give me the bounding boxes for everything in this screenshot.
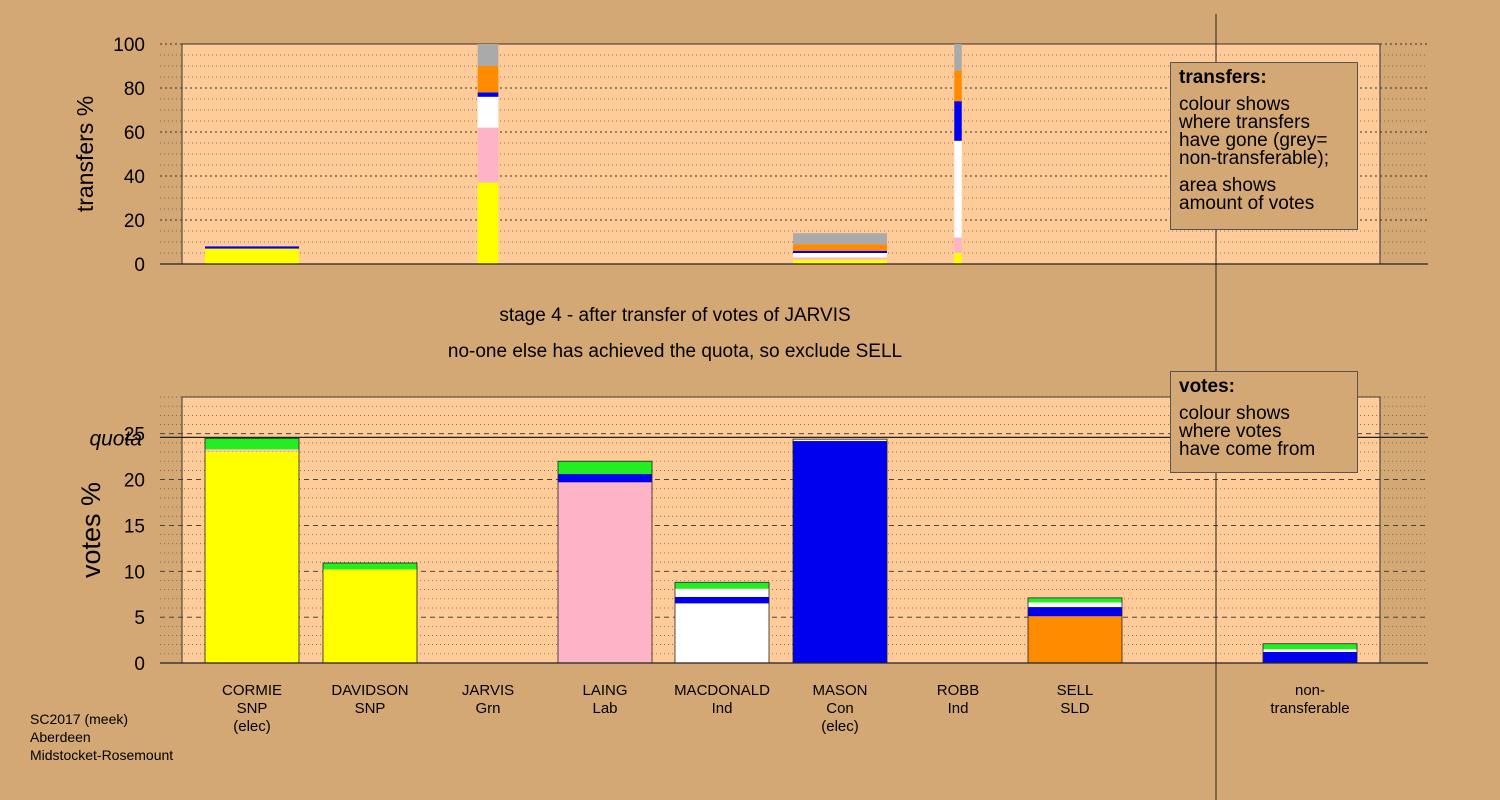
transfers-bar-segment-jarvis <box>477 66 499 93</box>
votes-legend-title: votes: <box>1179 376 1235 397</box>
transfers-bar-segment-robb <box>954 253 962 264</box>
candidate-label: MASON Con (elec) <box>780 682 900 736</box>
transfers-bar-segment-mason <box>793 233 887 245</box>
candidate-name: SELL <box>1056 682 1094 699</box>
candidate-party: SNP <box>354 700 386 717</box>
candidate-label: MACDONALD Ind <box>662 682 782 718</box>
transfers-axis-label: transfers % <box>72 96 98 212</box>
transfers-bar-segment-cormie <box>205 248 299 264</box>
transfers-bar-segment-robb <box>954 140 962 238</box>
candidate-name: LAING <box>582 682 628 699</box>
transfers-bar-segment-robb <box>954 101 962 141</box>
transfers-legend-text-2: area shows amount of votes <box>1179 175 1315 214</box>
candidate-note: (elec) <box>821 718 859 735</box>
votes-legend: votes: colour shows where votes have com… <box>1170 371 1358 473</box>
transfers-bar-segment-jarvis <box>477 182 499 264</box>
votes-tick-label: 10 <box>124 562 145 583</box>
quota-label: quota <box>89 427 142 450</box>
transfers-bar-segment-robb <box>954 237 962 253</box>
votes-tick-label: 25 <box>124 425 145 446</box>
transfers-tick-label: 0 <box>134 255 145 276</box>
votes-bar-segment-macdonald <box>675 582 769 589</box>
votes-bar-segment-laing <box>558 461 652 475</box>
candidate-name: MACDONALD <box>674 682 770 699</box>
transfers-bar-segment-mason <box>793 259 887 264</box>
stage-subtitle: no-one else has achieved the quota, so e… <box>447 341 903 362</box>
votes-bar-segment-davidson <box>323 569 417 586</box>
candidate-label: JARVIS Grn <box>428 682 548 718</box>
votes-axis-label: votes % <box>76 482 106 578</box>
candidate-name: MASON <box>812 682 868 699</box>
candidate-name: non- <box>1294 682 1326 699</box>
votes-bar-segment-sell <box>1028 607 1122 617</box>
transfers-bar-segment-cormie <box>205 246 299 249</box>
votes-bar-segment-mason <box>793 439 887 442</box>
transfers-tick-label: 40 <box>124 167 145 188</box>
candidate-label: DAVIDSON SNP <box>310 682 430 718</box>
votes-bar-segment-non-transferable <box>1263 649 1357 652</box>
transfers-tick-label: 20 <box>124 211 145 232</box>
votes-bar-segment-sell <box>1028 597 1122 603</box>
transfers-bar-segment-jarvis <box>477 92 499 97</box>
candidate-label: CORMIE SNP (elec) <box>192 682 312 736</box>
votes-bar-segment-non-transferable <box>1263 651 1357 663</box>
footer-election: SC2017 (meek) <box>30 711 129 727</box>
transfers-bar-segment-mason <box>793 257 887 260</box>
votes-bar-segment-cormie <box>205 452 299 663</box>
candidate-party: SLD <box>1060 700 1090 717</box>
candidate-name: JARVIS <box>461 682 515 699</box>
votes-bar-segment-davidson <box>323 585 417 663</box>
transfers-bar-segment-mason <box>793 250 887 253</box>
candidate-name: DAVIDSON <box>331 682 409 699</box>
votes-bar-segment-cormie <box>205 438 299 450</box>
candidate-party: Grn <box>475 700 501 717</box>
votes-bar-segment-macdonald <box>675 588 769 597</box>
transfers-tick-label: 100 <box>113 35 145 56</box>
footer-council: Aberdeen <box>30 729 91 745</box>
transfers-bar-segment-jarvis <box>477 96 499 128</box>
stage-title: stage 4 - after transfer of votes of JAR… <box>499 305 851 326</box>
candidate-note: (elec) <box>233 718 271 735</box>
footer-ward: Midstocket-Rosemount <box>30 747 174 763</box>
footer: SC2017 (meek) Aberdeen Midstocket-Rosemo… <box>30 710 173 764</box>
votes-bar-segment-davidson <box>323 563 417 570</box>
transfers-legend: transfers: colour shows where transfers … <box>1170 62 1358 230</box>
transfers-tick-label: 80 <box>124 79 145 100</box>
candidate-party: Ind <box>947 700 969 717</box>
candidate-party: Ind <box>711 700 733 717</box>
votes-bar-segment-mason <box>793 441 887 663</box>
transfers-bar-segment-jarvis <box>477 127 499 183</box>
candidate-party: Con <box>826 700 854 717</box>
candidate-label: non-transferable <box>1250 682 1370 718</box>
votes-tick-label: 20 <box>124 471 145 492</box>
votes-tick-label: 15 <box>124 516 145 537</box>
candidate-label: LAING Lab <box>545 682 665 718</box>
candidate-name: CORMIE <box>222 682 282 699</box>
transfers-bar-segment-mason <box>793 253 887 258</box>
votes-bar-segment-macdonald <box>675 603 769 663</box>
votes-bar-segment-sell <box>1028 616 1122 663</box>
transfers-tick-label: 60 <box>124 123 145 144</box>
candidate-party: Lab <box>592 700 618 717</box>
candidate-label: SELL SLD <box>1015 682 1135 718</box>
votes-bar-segment-laing <box>558 474 652 483</box>
transfers-legend-title: transfers: <box>1179 67 1267 88</box>
transfers-bar-segment-robb <box>954 70 962 102</box>
votes-bar-segment-macdonald <box>675 596 769 604</box>
transfers-bar-segment-mason <box>793 244 887 251</box>
candidate-party: SNP <box>236 700 268 717</box>
candidate-party: transferable <box>1270 700 1350 717</box>
votes-bar-segment-laing <box>558 482 652 663</box>
votes-bar-segment-sell <box>1028 602 1122 608</box>
transfers-legend-text-1: colour shows where transfers have gone (… <box>1179 94 1329 169</box>
transfers-bar-segment-robb <box>954 44 962 71</box>
votes-tick-label: 0 <box>134 654 145 675</box>
votes-bar-segment-non-transferable <box>1263 643 1357 650</box>
transfers-bar-segment-jarvis <box>477 44 499 66</box>
candidate-label: ROBB Ind <box>898 682 1018 718</box>
candidate-name: ROBB <box>936 682 980 699</box>
votes-tick-label: 5 <box>134 608 145 629</box>
votes-legend-text-1: colour shows where votes have come from <box>1179 403 1316 460</box>
